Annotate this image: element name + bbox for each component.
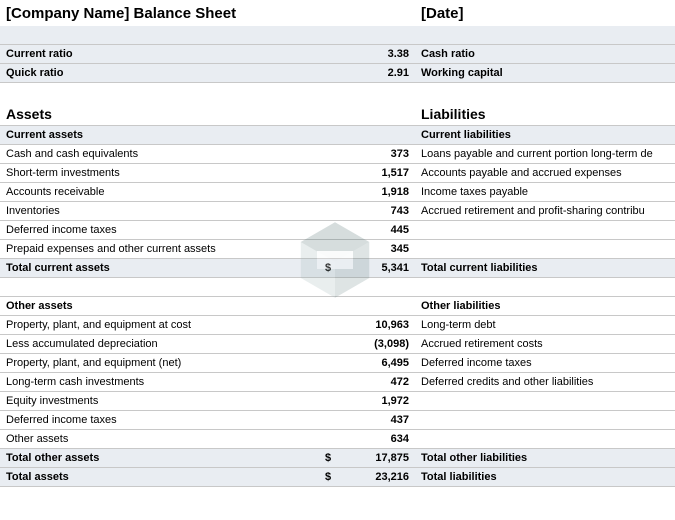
line-item-label: Accrued retirement and profit-sharing co… bbox=[421, 205, 669, 217]
line-item-value: 437 bbox=[339, 414, 409, 426]
ratio-row: Quick ratio 2.91 bbox=[0, 64, 415, 83]
line-item-label: Property, plant, and equipment at cost bbox=[6, 319, 325, 331]
total-other-assets: Total other assets $ 17,875 bbox=[0, 449, 415, 468]
ratio-label: Current ratio bbox=[6, 48, 339, 60]
line-item-label: Accrued retirement costs bbox=[421, 338, 669, 350]
line-item: Accounts receivable 1,918 bbox=[0, 183, 415, 202]
line-item: Accrued retirement costs bbox=[415, 335, 675, 354]
line-item-label: Inventories bbox=[6, 205, 325, 217]
liabilities-section-header: Liabilities bbox=[415, 102, 675, 126]
line-item-value: 472 bbox=[339, 376, 409, 388]
other-assets-header: Other assets bbox=[0, 297, 415, 316]
line-item-value: 1,972 bbox=[339, 395, 409, 407]
line-item: Prepaid expenses and other current asset… bbox=[0, 240, 415, 259]
line-item-label: Long-term debt bbox=[421, 319, 669, 331]
line-item-label: Accounts receivable bbox=[6, 186, 325, 198]
line-item-value: 1,517 bbox=[339, 167, 409, 179]
line-item-label: Deferred income taxes bbox=[421, 357, 669, 369]
line-item-value: (3,098) bbox=[339, 338, 409, 350]
ratio-row: Working capital bbox=[415, 64, 675, 83]
line-item-value: 10,963 bbox=[339, 319, 409, 331]
line-item-value: 6,495 bbox=[339, 357, 409, 369]
total-current-liabilities: Total current liabilities bbox=[415, 259, 675, 278]
line-item-label: Equity investments bbox=[6, 395, 325, 407]
line-item-label: Short-term investments bbox=[6, 167, 325, 179]
line-item: Short-term investments 1,517 bbox=[0, 164, 415, 183]
right-column: [Date] Cash ratio Working capital Liabil… bbox=[415, 0, 675, 487]
line-item: Loans payable and current portion long-t… bbox=[415, 145, 675, 164]
other-liabilities-header: Other liabilities bbox=[415, 297, 675, 316]
line-item: Less accumulated depreciation (3,098) bbox=[0, 335, 415, 354]
date-title: [Date] bbox=[415, 0, 675, 26]
line-item-label: Property, plant, and equipment (net) bbox=[6, 357, 325, 369]
line-item-label: Other assets bbox=[6, 433, 325, 445]
total-current-assets: Total current assets $ 5,341 bbox=[0, 259, 415, 278]
line-item: Cash and cash equivalents 373 bbox=[0, 145, 415, 164]
ratio-value: 3.38 bbox=[339, 48, 409, 60]
total-liabilities: Total liabilities bbox=[415, 468, 675, 487]
current-assets-header: Current assets bbox=[0, 126, 415, 145]
line-item: Deferred credits and other liabilities bbox=[415, 373, 675, 392]
line-item: Property, plant, and equipment (net) 6,49… bbox=[0, 354, 415, 373]
line-item: Other assets 634 bbox=[0, 430, 415, 449]
total-other-liabilities: Total other liabilities bbox=[415, 449, 675, 468]
line-item-label: Income taxes payable bbox=[421, 186, 669, 198]
company-title: [Company Name] Balance Sheet bbox=[0, 0, 415, 26]
line-item-value: 743 bbox=[339, 205, 409, 217]
assets-section-header: Assets bbox=[0, 102, 415, 126]
current-liabilities-header: Current liabilities bbox=[415, 126, 675, 145]
line-item: Property, plant, and equipment at cost 10… bbox=[0, 316, 415, 335]
line-item-label: Accounts payable and accrued expenses bbox=[421, 167, 669, 179]
line-item-label: Cash and cash equivalents bbox=[6, 148, 325, 160]
line-item: Accrued retirement and profit-sharing co… bbox=[415, 202, 675, 221]
line-item: Accounts payable and accrued expenses bbox=[415, 164, 675, 183]
ratio-row: Current ratio 3.38 bbox=[0, 45, 415, 64]
line-item-label: Long-term cash investments bbox=[6, 376, 325, 388]
line-item-label: Loans payable and current portion long-t… bbox=[421, 148, 669, 160]
line-item: Long-term debt bbox=[415, 316, 675, 335]
line-item-value: 445 bbox=[339, 224, 409, 236]
line-item-value: 1,918 bbox=[339, 186, 409, 198]
line-item: Deferred income taxes 437 bbox=[0, 411, 415, 430]
line-item-value: 634 bbox=[339, 433, 409, 445]
line-item-label: Prepaid expenses and other current asset… bbox=[6, 243, 325, 255]
line-item-label: Deferred credits and other liabilities bbox=[421, 376, 669, 388]
balance-sheet: [Company Name] Balance Sheet Current rat… bbox=[0, 0, 675, 487]
ratio-label: Quick ratio bbox=[6, 67, 339, 79]
line-item-label: Deferred income taxes bbox=[6, 414, 325, 426]
line-item: Income taxes payable bbox=[415, 183, 675, 202]
line-item: Equity investments 1,972 bbox=[0, 392, 415, 411]
line-item: Deferred income taxes bbox=[415, 354, 675, 373]
line-item: Inventories 743 bbox=[0, 202, 415, 221]
line-item-value: 373 bbox=[339, 148, 409, 160]
line-item-value: 345 bbox=[339, 243, 409, 255]
line-item-label: Less accumulated depreciation bbox=[6, 338, 325, 350]
ratio-value: 2.91 bbox=[339, 67, 409, 79]
line-item: Long-term cash investments 472 bbox=[0, 373, 415, 392]
line-item: Deferred income taxes 445 bbox=[0, 221, 415, 240]
left-column: [Company Name] Balance Sheet Current rat… bbox=[0, 0, 415, 487]
total-assets: Total assets $ 23,216 bbox=[0, 468, 415, 487]
line-item-label: Deferred income taxes bbox=[6, 224, 325, 236]
ratio-row: Cash ratio bbox=[415, 45, 675, 64]
